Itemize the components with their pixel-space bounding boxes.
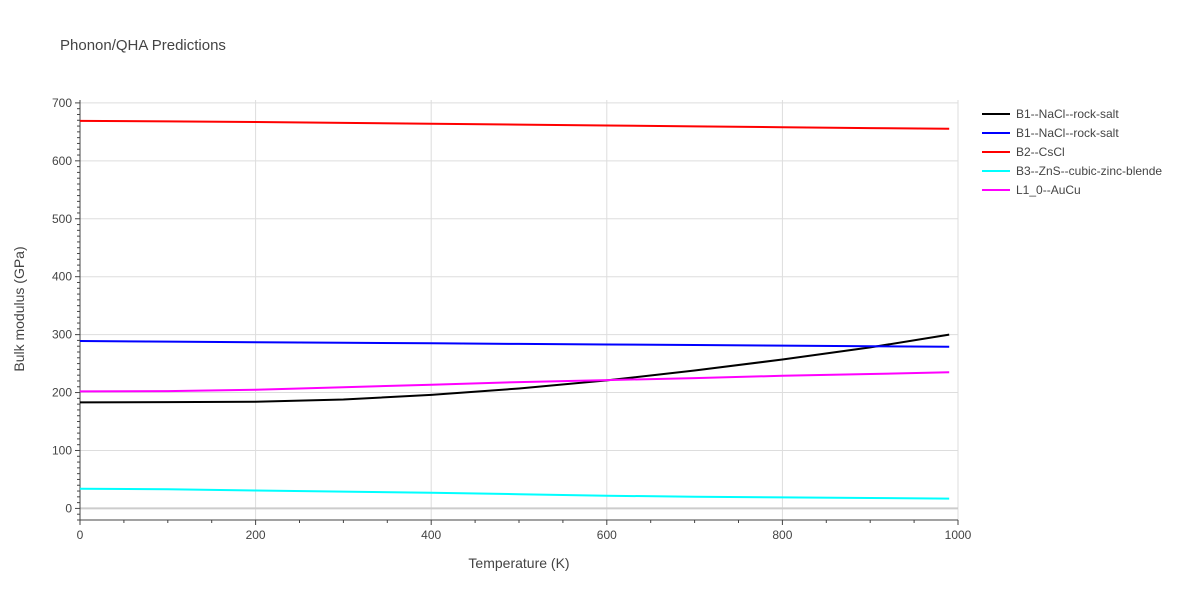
y-tick-label: 400 [52,270,72,284]
legend-label: B1--NaCl--rock-salt [1016,126,1119,140]
series-line [79,119,950,130]
series-line [79,487,950,500]
series-line [79,371,950,393]
y-tick-label: 200 [52,386,72,400]
y-tick-label: 0 [65,501,72,515]
tick-labels: 0 200 400 600 800 1000 0 100 200 300 400 500 600 700 [52,96,972,542]
x-tick-label: 600 [597,528,617,542]
grid [80,100,959,520]
chart-title: Phonon/QHA Predictions [60,37,226,54]
legend: B1--NaCl--rock-salt B1--NaCl--rock-salt B2… [982,107,1162,197]
x-tick-label: 400 [421,528,441,542]
y-tick-label: 600 [52,154,72,168]
axes [75,100,959,525]
legend-label: B1--NaCl--rock-salt [1016,107,1119,121]
y-tick-label: 100 [52,443,72,457]
y-tick-label: 300 [52,328,72,342]
x-tick-label: 800 [772,528,792,542]
series-group [79,119,950,500]
x-axis-title: Temperature (K) [468,555,569,571]
y-tick-label: 700 [52,96,72,110]
x-tick-label: 200 [246,528,266,542]
y-axis-title: Bulk modulus (GPa) [11,246,27,371]
legend-label: L1_0--AuCu [1016,183,1081,197]
x-tick-label: 1000 [945,528,972,542]
series-line [79,340,950,348]
legend-label: B3--ZnS--cubic-zinc-blende [1016,164,1162,178]
legend-label: B2--CsCl [1016,145,1065,159]
x-tick-label: 0 [77,528,84,542]
series-line [79,333,950,404]
y-tick-label: 500 [52,212,72,226]
